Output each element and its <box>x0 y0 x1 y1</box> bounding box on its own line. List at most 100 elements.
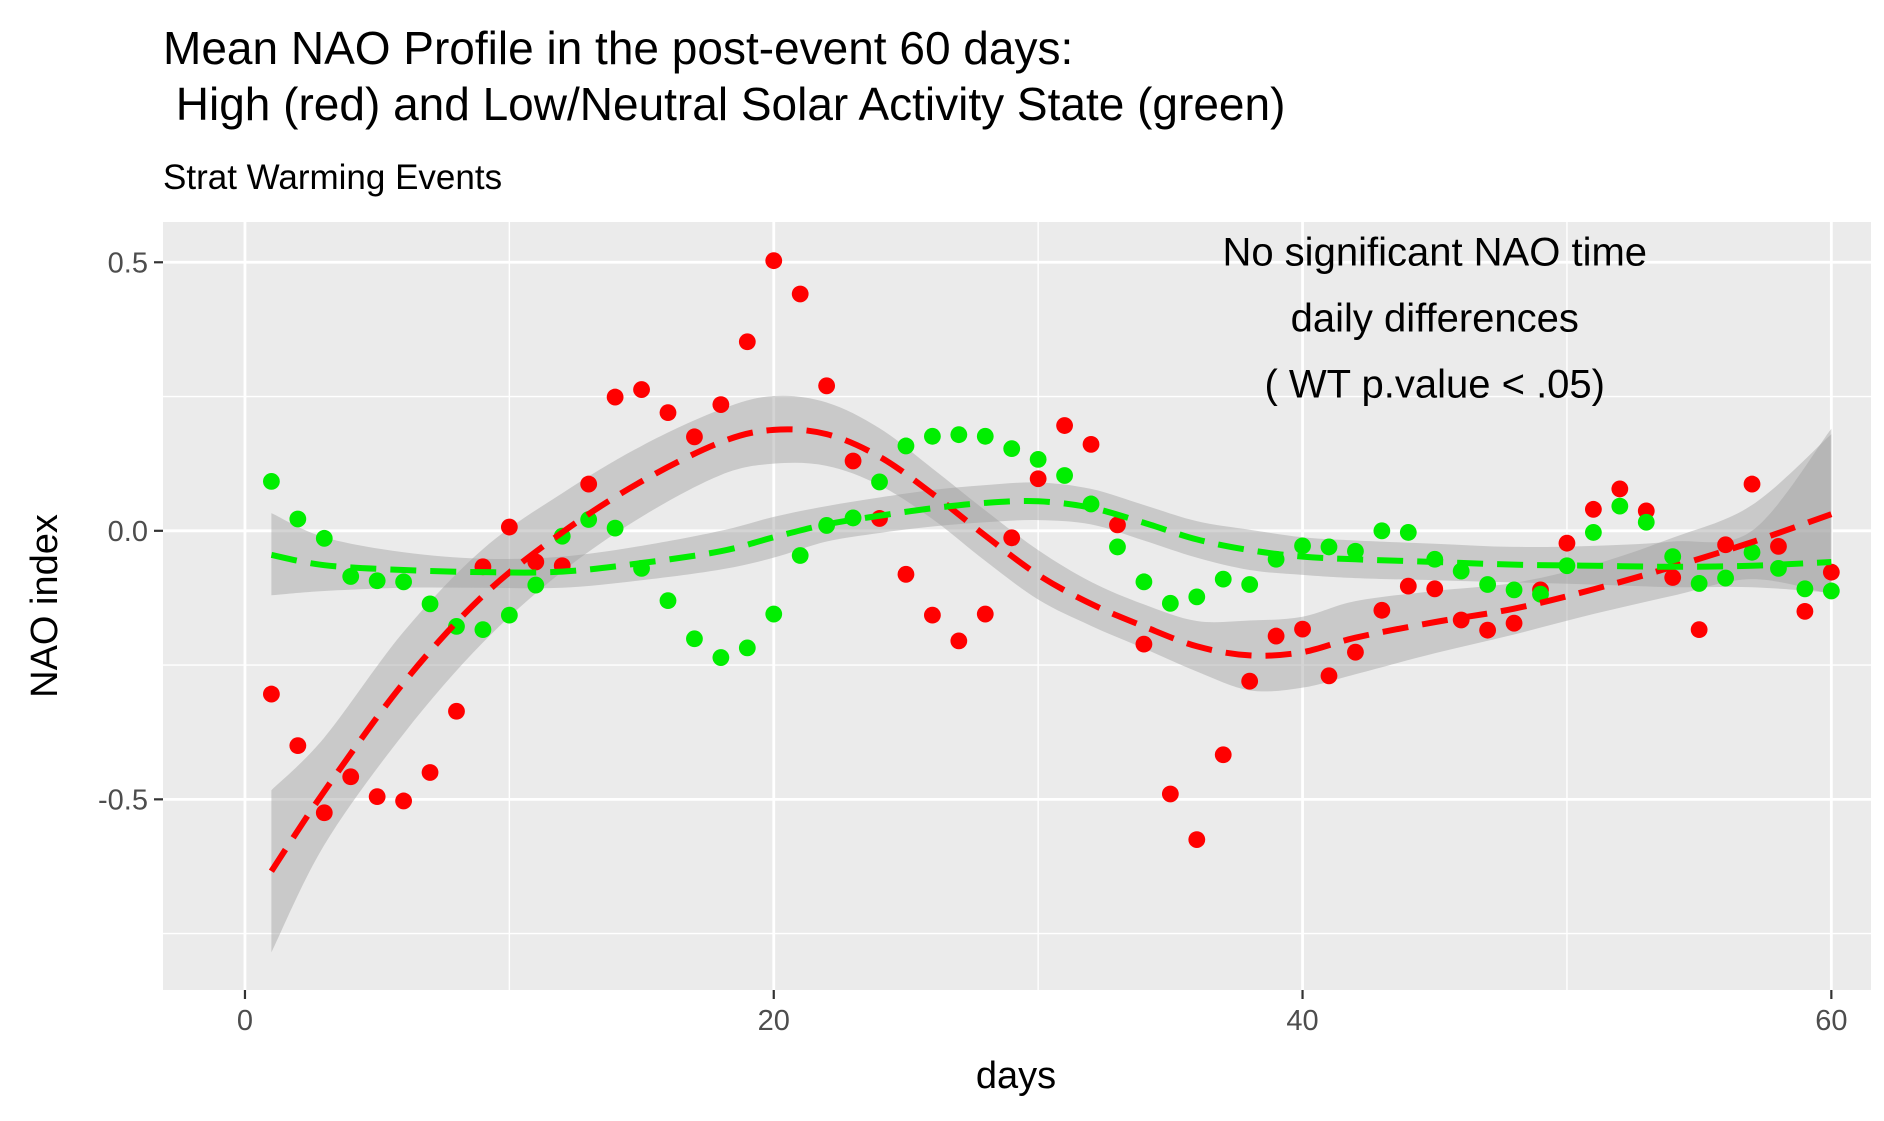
y-tick-label: 0.0 <box>108 516 148 548</box>
data-point-series-2 <box>1664 548 1682 565</box>
data-point-series-1 <box>791 285 809 303</box>
data-point-series-2 <box>1003 440 1021 458</box>
data-point-series-1 <box>818 377 836 395</box>
annotation-line-2: daily differences <box>1291 297 1579 341</box>
data-point-series-1 <box>1056 417 1073 434</box>
data-point-series-1 <box>1558 534 1576 552</box>
data-point-series-2 <box>289 510 307 528</box>
data-point-series-2 <box>765 605 783 623</box>
data-point-series-1 <box>923 606 941 624</box>
data-point-series-1 <box>897 565 915 583</box>
chart-title-line-2: High (red) and Low/Neutral Solar Activit… <box>163 78 1285 130</box>
data-point-series-1 <box>976 605 994 623</box>
x-tick-label: 0 <box>237 1005 253 1037</box>
data-point-series-2 <box>1532 585 1549 603</box>
data-point-series-1 <box>1770 537 1787 555</box>
data-point-series-1 <box>1267 627 1285 645</box>
y-tick-label: 0.5 <box>108 247 148 279</box>
data-point-series-2 <box>1399 524 1417 541</box>
x-axis: 0 20 40 60 <box>237 990 1847 1037</box>
data-point-series-2 <box>1558 557 1576 575</box>
data-point-series-1 <box>1188 831 1206 849</box>
data-point-series-1 <box>712 396 730 414</box>
data-point-series-2 <box>1109 538 1126 556</box>
data-point-series-2 <box>421 595 439 613</box>
data-point-series-1 <box>1611 480 1629 498</box>
data-point-series-1 <box>1664 569 1682 586</box>
data-point-series-2 <box>1479 576 1497 593</box>
data-point-series-2 <box>580 511 598 528</box>
data-point-series-2 <box>1161 594 1179 612</box>
data-point-series-2 <box>659 592 677 610</box>
data-point-series-2 <box>1822 582 1840 600</box>
data-point-series-1 <box>1320 667 1338 685</box>
x-tick-label: 60 <box>1815 1005 1847 1037</box>
smooth-line-series-1 <box>268 426 1833 873</box>
data-point-series-2 <box>686 630 703 648</box>
data-point-series-2 <box>1584 524 1602 541</box>
data-point-series-1 <box>368 788 386 806</box>
y-axis: -0.5 0.0 0.5 <box>98 247 163 816</box>
data-point-series-2 <box>263 473 280 490</box>
data-point-series-2 <box>342 568 360 585</box>
data-point-series-2 <box>1611 497 1629 515</box>
data-point-series-1 <box>950 632 968 650</box>
data-point-series-1 <box>448 702 465 720</box>
data-point-series-2 <box>976 427 994 445</box>
data-point-series-1 <box>1796 602 1814 620</box>
data-point-series-2 <box>527 576 545 594</box>
data-point-series-1 <box>395 792 413 810</box>
x-tick-label: 20 <box>758 1005 790 1037</box>
confidence-bands <box>271 395 1832 953</box>
annotation-line-1: No significant NAO time <box>1222 231 1647 275</box>
data-point-series-2 <box>1690 575 1708 592</box>
data-point-series-1 <box>633 381 650 398</box>
data-point-series-1 <box>1479 621 1497 639</box>
data-point-series-1 <box>342 768 360 786</box>
data-point-series-2 <box>1241 576 1259 593</box>
data-point-series-1 <box>1241 672 1259 690</box>
data-point-series-1 <box>844 452 862 470</box>
data-point-series-2 <box>1320 538 1338 556</box>
data-point-series-2 <box>1452 562 1470 580</box>
data-point-series-1 <box>1373 601 1391 619</box>
data-point-series-1 <box>606 388 624 406</box>
data-point-series-2 <box>791 547 809 564</box>
data-point-series-2 <box>315 529 333 547</box>
data-point-series-1 <box>1214 746 1232 764</box>
chart-title: Mean NAO Profile in the post-event 60 da… <box>163 22 1285 130</box>
data-point-series-2 <box>1056 467 1073 484</box>
smooth-line-series-2 <box>270 498 1832 576</box>
plot-panel <box>163 222 1871 990</box>
data-point-series-2 <box>1188 588 1206 606</box>
data-point-series-2 <box>1505 581 1523 599</box>
y-axis-title: NAO index <box>24 514 66 698</box>
data-point-series-1 <box>1399 577 1417 595</box>
data-point-series-1 <box>421 764 439 781</box>
x-tick-label: 40 <box>1286 1005 1318 1037</box>
data-point-series-1 <box>1294 620 1311 638</box>
data-point-series-1 <box>765 252 783 270</box>
chart-title-line-1: Mean NAO Profile in the post-event 60 da… <box>163 22 1073 74</box>
significance-annotation: No significant NAO time daily differences… <box>1222 231 1647 407</box>
data-point-series-1 <box>738 333 756 351</box>
x-axis-title: days <box>976 1055 1056 1097</box>
data-point-series-1 <box>659 404 677 422</box>
minor-gridlines <box>163 222 1871 990</box>
data-point-series-2 <box>1029 450 1047 468</box>
data-point-series-1 <box>686 428 703 446</box>
data-point-series-1 <box>1161 785 1179 803</box>
data-point-series-2 <box>368 572 386 590</box>
data-point-series-1 <box>1109 516 1126 534</box>
data-point-series-1 <box>500 518 518 536</box>
data-point-series-1 <box>1690 621 1708 639</box>
data-point-series-2 <box>871 473 888 491</box>
data-point-series-1 <box>580 475 598 493</box>
data-point-series-1 <box>1135 635 1153 653</box>
data-point-series-2 <box>738 639 756 657</box>
data-point-series-1 <box>1347 643 1364 661</box>
data-point-series-2 <box>712 649 730 666</box>
data-point-series-1 <box>1584 500 1602 518</box>
data-point-series-2 <box>1743 543 1761 561</box>
data-point-series-2 <box>897 437 915 455</box>
